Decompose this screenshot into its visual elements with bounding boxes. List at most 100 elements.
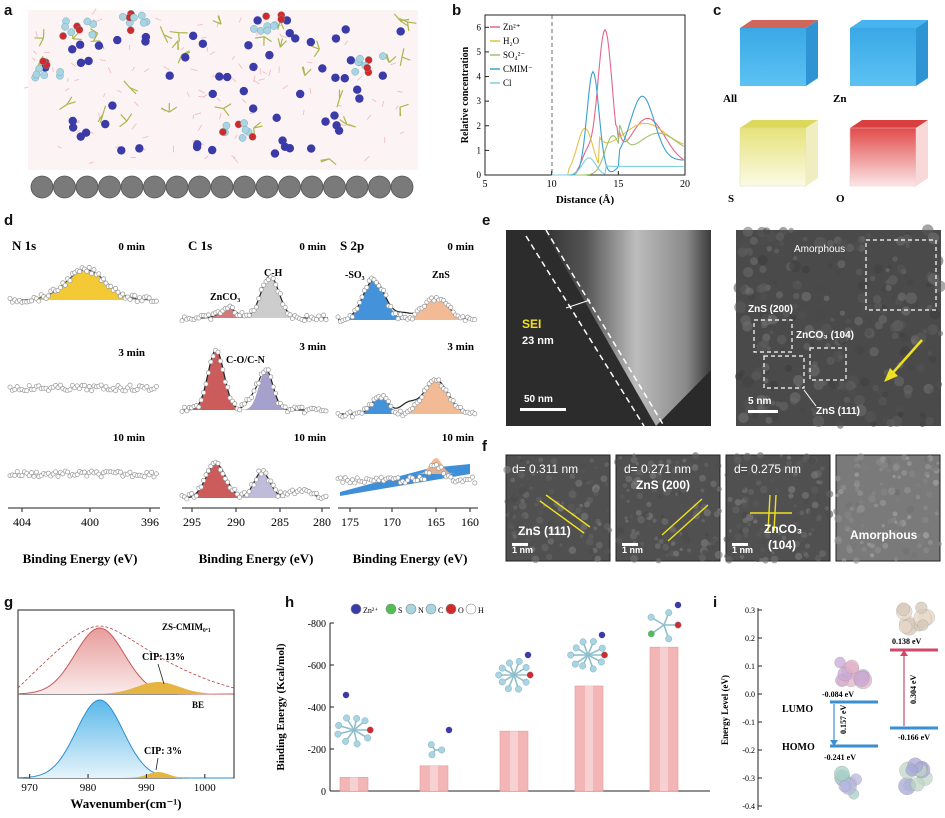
zn-ion xyxy=(253,16,262,25)
energy-lumo-label: LUMO xyxy=(782,704,813,715)
xps-data-point xyxy=(359,294,365,300)
xps-data-point xyxy=(246,312,252,318)
xps-data-point xyxy=(227,395,233,401)
zn-ion xyxy=(291,34,300,43)
xps-data-point xyxy=(340,479,346,485)
zn-ion xyxy=(117,146,126,155)
element-legend-swatch xyxy=(405,603,417,615)
hrtem-tile4-name: Amorphous xyxy=(850,528,918,542)
xps-peak-so3: -SO₃ xyxy=(345,270,365,281)
xps-data-point xyxy=(179,318,185,324)
xps-xtick: 295 xyxy=(183,515,201,529)
cmim-atom xyxy=(56,68,64,76)
xps-data-point xyxy=(234,491,240,497)
raman-top-label: ZS-CMIM₀.₁ xyxy=(162,622,211,632)
zn-ion xyxy=(331,34,341,43)
panel-letter-b: b xyxy=(452,2,462,19)
molecule-atom xyxy=(428,751,436,759)
xps-data-point xyxy=(181,404,187,410)
xps-xtick: 404 xyxy=(13,515,31,529)
xps-data-point xyxy=(232,401,238,407)
panel-letter-d: d xyxy=(4,212,14,229)
energy-ylabel: Energy Level (eV) xyxy=(720,675,730,745)
xps-data-point xyxy=(393,310,399,316)
xps-data-point xyxy=(237,407,243,413)
zn-ion xyxy=(342,691,350,699)
molecule-atom xyxy=(353,740,361,748)
substrate-atom xyxy=(188,175,211,199)
orbital-lumo-left xyxy=(853,670,870,687)
xps-data-point xyxy=(67,278,73,284)
xps-data-point xyxy=(113,286,119,291)
xps-data-point xyxy=(349,477,355,483)
xps-peak-zns: ZnS xyxy=(432,270,450,281)
binding-energy-chart: Zn²⁺ S N C O H 0 -200 -400 -600 -800 Binding Ener… xyxy=(275,601,710,798)
zn-ion xyxy=(285,144,295,153)
xps-data-point xyxy=(67,387,73,393)
binding-energy-ytick: -200 xyxy=(308,745,326,756)
orbital-homo-left xyxy=(838,780,851,793)
energy-right-bottom: -0.166 eV xyxy=(898,733,930,742)
molecule-atom xyxy=(674,621,682,629)
substrate-atom xyxy=(30,175,54,199)
zn-ion xyxy=(188,31,198,41)
zn-ion xyxy=(331,73,340,82)
rdf-ylabel: Relative concentration xyxy=(460,46,471,143)
zn-ion xyxy=(222,72,232,82)
raman-xtick: 1000 xyxy=(194,782,217,794)
energy-ytick: -0.4 xyxy=(742,802,755,811)
xps-data-point xyxy=(256,296,262,301)
xps-data-point xyxy=(184,408,190,414)
molecule-atom xyxy=(335,722,343,729)
substrate-atom xyxy=(255,175,279,199)
xps-data-point xyxy=(273,282,279,288)
xps-data-point xyxy=(472,317,478,323)
xps-data-point xyxy=(225,479,231,485)
xps-n1s-xlabel: Binding Energy (eV) xyxy=(23,551,138,566)
zn-ion xyxy=(306,144,316,153)
molecule-atom xyxy=(665,635,673,643)
xps-data-point xyxy=(275,493,281,499)
cmim-atom xyxy=(88,30,97,39)
zn-ion xyxy=(306,37,316,47)
xps-data-point xyxy=(352,480,358,486)
raman-bottom-cip: CIP: 3% xyxy=(144,746,182,757)
xps-data-point xyxy=(29,298,35,304)
cmim-atom xyxy=(269,22,278,30)
molecule-atom xyxy=(665,609,673,617)
xps-data-point xyxy=(229,305,235,310)
zn-ion xyxy=(68,45,77,54)
xps-data-point xyxy=(115,289,121,295)
zn-ion xyxy=(192,142,202,152)
xps-data-point xyxy=(113,388,119,394)
xps-data-point xyxy=(84,268,90,274)
energy-ytick: 0.2 xyxy=(745,634,755,643)
substrate-atom xyxy=(120,175,144,199)
zn-ion xyxy=(244,41,253,50)
xps-data-point xyxy=(57,382,63,388)
xps-data-point xyxy=(205,370,211,376)
xps-s2p-time-3: 3 min xyxy=(447,341,474,353)
xps-data-point xyxy=(153,383,159,389)
xps-c1s-title: C 1s xyxy=(188,238,212,253)
molecule-atom xyxy=(515,685,522,693)
xps-s2p-time-10: 10 min xyxy=(442,432,474,444)
raman-chart: ZS-CMIM₀.₁ CIP: 13% BE CIP: 3% 970 980 990… xyxy=(17,609,235,811)
xps-data-point xyxy=(421,303,427,309)
molecule-atom xyxy=(334,730,342,738)
zn-ion xyxy=(341,25,350,34)
xps-data-point xyxy=(26,383,32,388)
substrate-atom xyxy=(98,175,121,199)
xps-data-point xyxy=(31,473,37,479)
tem-scalebar-5nm: 5 nm xyxy=(748,396,771,407)
cmim-atom xyxy=(363,64,372,72)
xps-data-point xyxy=(153,298,159,304)
zn-ion xyxy=(396,27,405,36)
xps-data-point xyxy=(282,404,288,410)
energy-left-bottom: -0.241 eV xyxy=(824,753,856,762)
xps-data-point xyxy=(462,318,468,324)
panel-letter-i: i xyxy=(713,594,718,611)
zn-ion xyxy=(113,35,122,45)
molecule-atom xyxy=(598,658,605,666)
xps-data-point xyxy=(98,382,104,388)
